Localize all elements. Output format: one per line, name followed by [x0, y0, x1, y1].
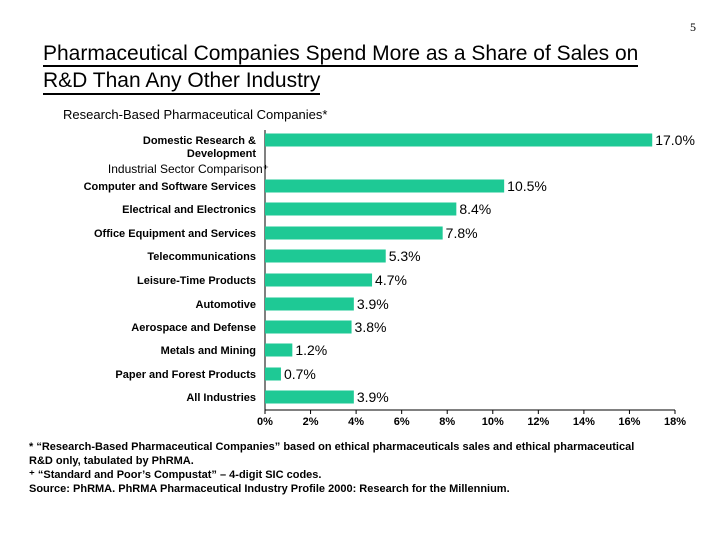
bar: [265, 179, 505, 193]
x-tick-label: 4%: [348, 416, 364, 428]
bar: [265, 226, 443, 240]
x-tick-label: 8%: [439, 416, 455, 428]
footnote-line-2: R&D only, tabulated by PhRMA.: [29, 455, 194, 467]
category-label: Telecommunications: [147, 251, 256, 263]
x-tick-label: 6%: [394, 416, 410, 428]
bar: [265, 202, 457, 216]
bar: [265, 133, 653, 147]
value-label: 7.8%: [446, 225, 478, 241]
footnote-line-3: ⁺ “Standard and Poor’s Compustat” – 4-di…: [29, 469, 322, 481]
x-tick-label: 0%: [257, 416, 273, 428]
bar: [265, 249, 386, 263]
category-label: Paper and Forest Products: [115, 369, 256, 381]
bar: [265, 320, 352, 334]
x-tick-label: 2%: [303, 416, 319, 428]
x-tick-label: 18%: [664, 416, 686, 428]
category-label: Aerospace and Defense: [131, 322, 256, 334]
value-label: 3.9%: [357, 296, 389, 312]
category-label: Automotive: [196, 299, 257, 311]
bar: [265, 343, 293, 357]
category-label: All Industries: [186, 392, 256, 404]
x-tick-label: 12%: [527, 416, 549, 428]
bar: [265, 297, 354, 311]
bar: [265, 367, 281, 381]
value-label: 1.2%: [295, 342, 327, 358]
value-label: 3.9%: [357, 389, 389, 405]
x-tick-label: 14%: [573, 416, 595, 428]
category-label: Leisure-Time Products: [137, 275, 256, 287]
value-label: 3.8%: [355, 319, 387, 335]
x-tick-label: 10%: [482, 416, 504, 428]
value-label: 4.7%: [375, 272, 407, 288]
footnotes: * “Research-Based Pharmaceutical Compani…: [29, 440, 709, 496]
footnote-line-1: * “Research-Based Pharmaceutical Compani…: [29, 441, 635, 453]
bar-chart: 0% 2% 4% 6% 8% 10% 12% 14% 16% 18% Domestic Resear…: [84, 130, 695, 428]
chart-subtitle: Research-Based Pharmaceutical Companies*: [63, 107, 328, 122]
title-line-2: R&D Than Any Other Industry: [43, 69, 321, 95]
category-label: Electrical and Electronics: [122, 204, 256, 216]
page-title: Pharmaceutical Companies Spend More as a…: [43, 40, 720, 95]
group-label: Industrial Sector Comparison⁺: [108, 162, 269, 176]
title-line-1: Pharmaceutical Companies Spend More as a…: [43, 42, 639, 67]
value-label: 17.0%: [655, 132, 695, 148]
value-label: 10.5%: [507, 178, 547, 194]
footnote-source: Source: PhRMA. PhRMA Pharmaceutical Indu…: [29, 483, 510, 495]
bar: [265, 390, 354, 404]
value-label: 5.3%: [389, 248, 421, 264]
bar: [265, 273, 373, 287]
x-tick-label: 16%: [618, 416, 640, 428]
value-label: 0.7%: [284, 366, 316, 382]
category-label: Computer and Software Services: [84, 181, 256, 193]
category-label: Domestic Research & Development: [143, 135, 256, 160]
category-label: Office Equipment and Services: [94, 228, 256, 240]
page-number: 5: [690, 20, 696, 34]
category-label: Metals and Mining: [161, 345, 256, 357]
value-label: 8.4%: [459, 201, 491, 217]
